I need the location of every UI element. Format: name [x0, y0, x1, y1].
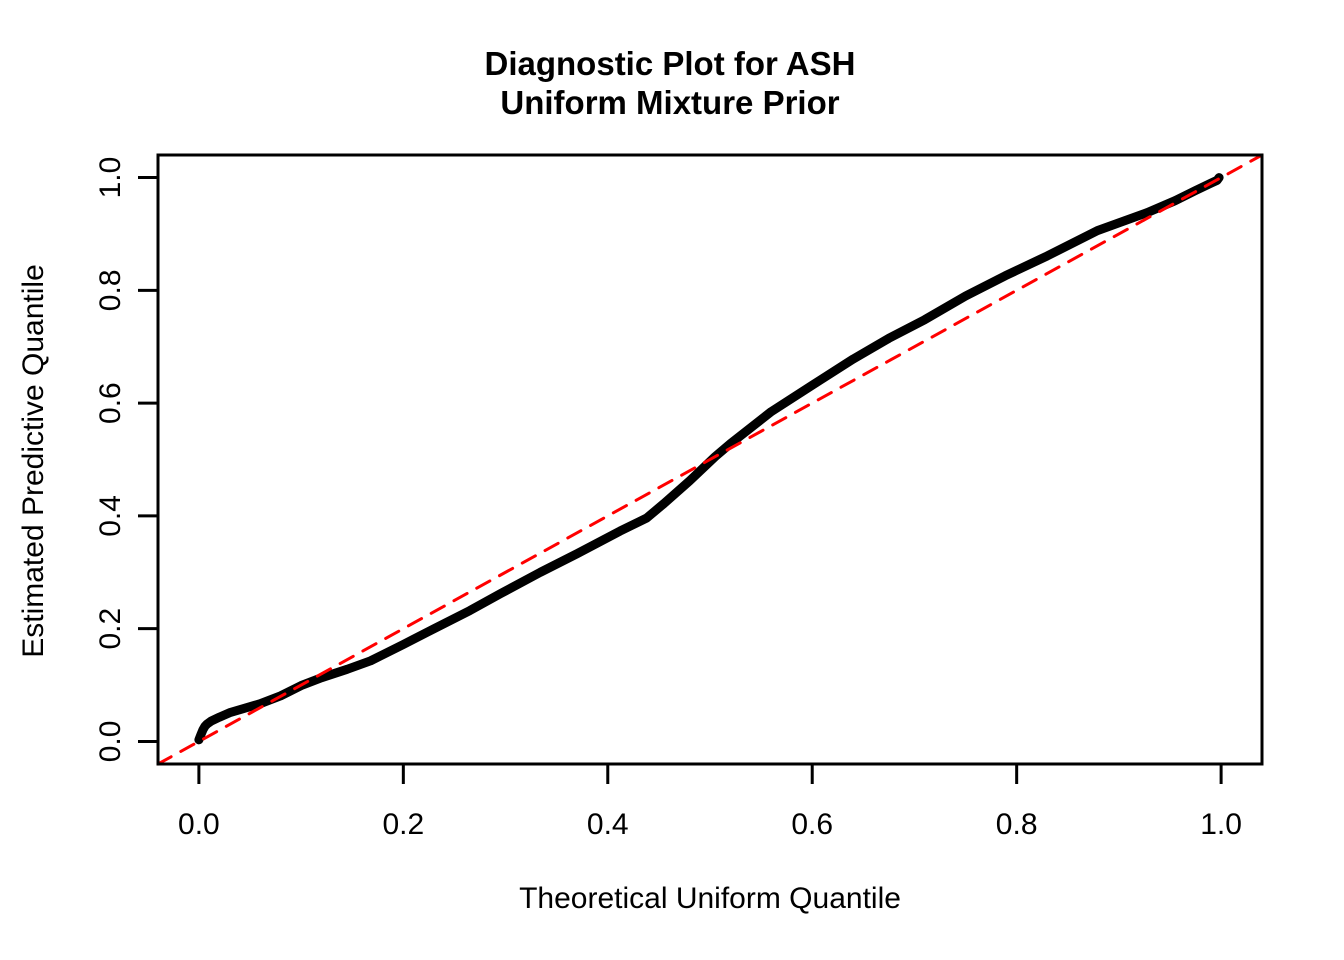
x-axis-tick-label: 0.8 — [996, 808, 1038, 841]
plot-title-line-1: Diagnostic Plot for ASH — [484, 45, 856, 82]
plot-border-box — [156, 153, 1264, 766]
plot-title: Diagnostic Plot for ASH Uniform Mixture … — [485, 44, 856, 122]
x-axis-tick-label: 1.0 — [1200, 808, 1242, 841]
x-axis-tick-label: 0.2 — [382, 808, 424, 841]
y-axis-tick-label: 0.0 — [94, 721, 127, 763]
y-axis-tick-label: 0.6 — [94, 382, 127, 424]
estimated-vs-theoretical-quantiles-line — [194, 173, 1224, 745]
y-axis-title: Estimated Predictive Quantile — [17, 264, 50, 658]
y-axis-tick-label: 0.4 — [94, 495, 127, 537]
x-axis-title: Theoretical Uniform Quantile — [519, 882, 901, 915]
y-axis-tick-label: 1.0 — [94, 157, 127, 199]
y-axis-tick-label: 0.8 — [94, 269, 127, 311]
identity-reference-line-line — [156, 153, 1264, 766]
plot-title-line-2: Uniform Mixture Prior — [500, 84, 840, 121]
x-axis-tick-label: 0.0 — [178, 808, 220, 841]
x-axis-tick-label: 0.4 — [587, 808, 629, 841]
x-axis-tick-label: 0.6 — [791, 808, 833, 841]
y-axis-tick-label: 0.2 — [94, 608, 127, 650]
